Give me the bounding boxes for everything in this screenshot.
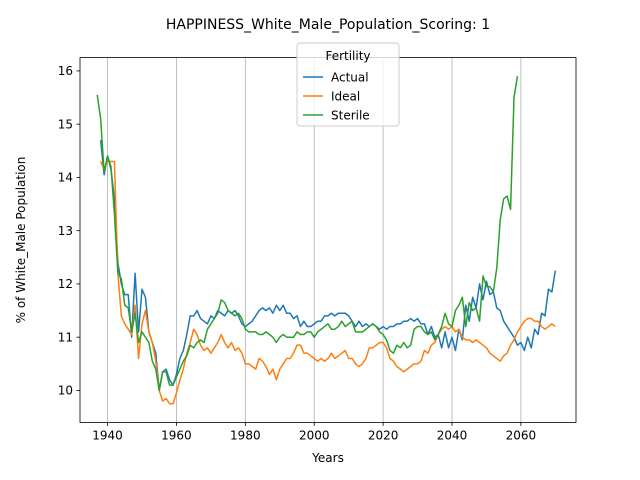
- x-tick-label: 1980: [230, 428, 261, 442]
- legend-label-sterile: Sterile: [331, 108, 370, 122]
- chart-title: HAPPINESS_White_Male_Population_Scoring:…: [166, 17, 490, 33]
- x-tick-label: 2040: [437, 428, 468, 442]
- y-tick-label: 10: [58, 384, 73, 398]
- y-tick-label: 13: [58, 224, 73, 238]
- y-axis-label: % of White_Male Population: [14, 157, 28, 324]
- x-tick-label: 2060: [506, 428, 537, 442]
- y-tick-label: 11: [58, 330, 73, 344]
- x-tick-label: 2020: [368, 428, 399, 442]
- legend-title: Fertility: [325, 49, 370, 63]
- y-tick-label: 12: [58, 277, 73, 291]
- x-axis-label: Years: [311, 451, 344, 465]
- y-tick-label: 14: [58, 171, 73, 185]
- x-tick-label: 1940: [92, 428, 123, 442]
- legend: Fertility Actual Ideal Sterile: [297, 43, 399, 126]
- y-tick-label: 16: [58, 64, 73, 78]
- legend-label-actual: Actual: [331, 70, 369, 84]
- legend-label-ideal: Ideal: [331, 89, 360, 103]
- x-tick-label: 2000: [299, 428, 330, 442]
- x-tick-label: 1960: [161, 428, 192, 442]
- y-tick-label: 15: [58, 117, 73, 131]
